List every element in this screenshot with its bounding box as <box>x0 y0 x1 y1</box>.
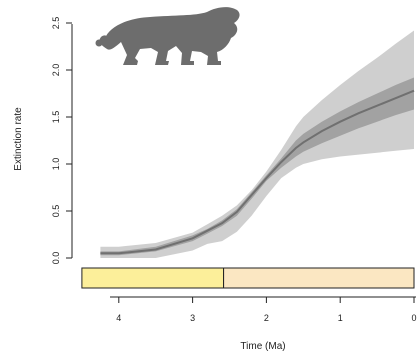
y-tick-label: 1.0 <box>51 158 61 171</box>
y-tick-label: 0.0 <box>51 252 61 265</box>
y-tick-label: 2.0 <box>51 64 61 77</box>
inner-confidence-band <box>100 77 415 256</box>
x-tick-label: 3 <box>190 313 195 323</box>
timescale-segment <box>81 267 225 289</box>
median-rate-line <box>100 89 415 255</box>
timescale-segment <box>223 267 415 289</box>
x-tick-label: 1 <box>338 313 343 323</box>
lion-silhouette-icon <box>95 7 240 65</box>
x-tick-label: 2 <box>264 313 269 323</box>
geologic-timescale-bar <box>81 267 415 289</box>
y-tick-label: 1.5 <box>51 111 61 124</box>
y-tick-label: 2.5 <box>51 17 61 30</box>
x-axis-title: Time (Ma) <box>240 341 285 352</box>
y-axis-title: Extinction rate <box>13 107 24 171</box>
x-tick-label: 4 <box>116 313 121 323</box>
outer-confidence-band <box>100 30 415 258</box>
y-tick-label: 0.5 <box>51 205 61 218</box>
x-tick-label: 0 <box>411 313 416 323</box>
